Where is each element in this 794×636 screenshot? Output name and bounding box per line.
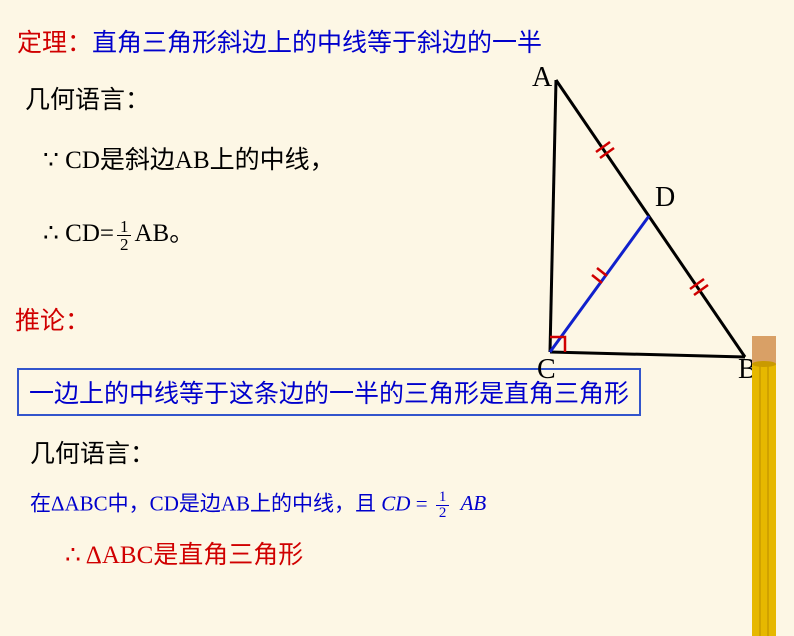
label-d: D	[655, 182, 675, 213]
side-ac	[550, 80, 556, 352]
premise-line: ∵ CD是斜边AB上的中线，	[43, 145, 335, 178]
tick-cd	[592, 268, 607, 283]
eq-ab: AB	[461, 491, 487, 515]
tick-ad	[596, 142, 614, 158]
eq-equals: =	[416, 491, 428, 515]
geom-lang-2-title: 几何语言：	[30, 439, 155, 472]
conclusion-line-1: ∴ CD=12AB。	[43, 218, 194, 253]
fraction-half-2: 12	[436, 490, 450, 521]
pencil-icon	[734, 336, 794, 636]
median-cd	[550, 216, 649, 352]
premise-text-2: 在ΔABC中，CD是边AB上的中线，且	[30, 491, 376, 515]
theorem-label: 定理：	[17, 30, 92, 57]
fraction-half: 12	[117, 218, 132, 253]
conclusion-line-2: ∴ ΔABC是直角三角形	[65, 540, 303, 573]
corollary-text: 一边上的中线等于这条边的一半的三角形是直角三角形	[29, 381, 629, 408]
right-angle-marker	[550, 337, 565, 352]
premise-line-2: 在ΔABC中，CD是边AB上的中线，且 CD = 12 AB	[30, 490, 486, 521]
therefore-cd-eq: ∴ CD=	[43, 220, 114, 247]
label-a: A	[532, 62, 553, 93]
ab-end: AB。	[134, 220, 194, 247]
tick-db	[690, 279, 708, 295]
corollary-box: 一边上的中线等于这条边的一半的三角形是直角三角形	[17, 368, 641, 416]
eq-cd: CD	[381, 491, 410, 515]
corollary-label: 推论：	[15, 306, 90, 339]
geom-lang-1-title: 几何语言：	[25, 85, 150, 118]
slide-content: 定理：直角三角形斜边上的中线等于斜边的一半 几何语言： ∵ CD是斜边AB上的中…	[0, 0, 794, 596]
frac-num: 1	[117, 218, 132, 235]
frac-num-2: 1	[436, 490, 450, 505]
side-ab	[556, 80, 745, 357]
side-cb	[550, 352, 745, 357]
theorem-line: 定理：直角三角形斜边上的中线等于斜边的一半	[17, 28, 542, 61]
frac-den: 2	[117, 235, 132, 253]
frac-den-2: 2	[436, 505, 450, 521]
theorem-statement: 直角三角形斜边上的中线等于斜边的一半	[92, 30, 542, 57]
